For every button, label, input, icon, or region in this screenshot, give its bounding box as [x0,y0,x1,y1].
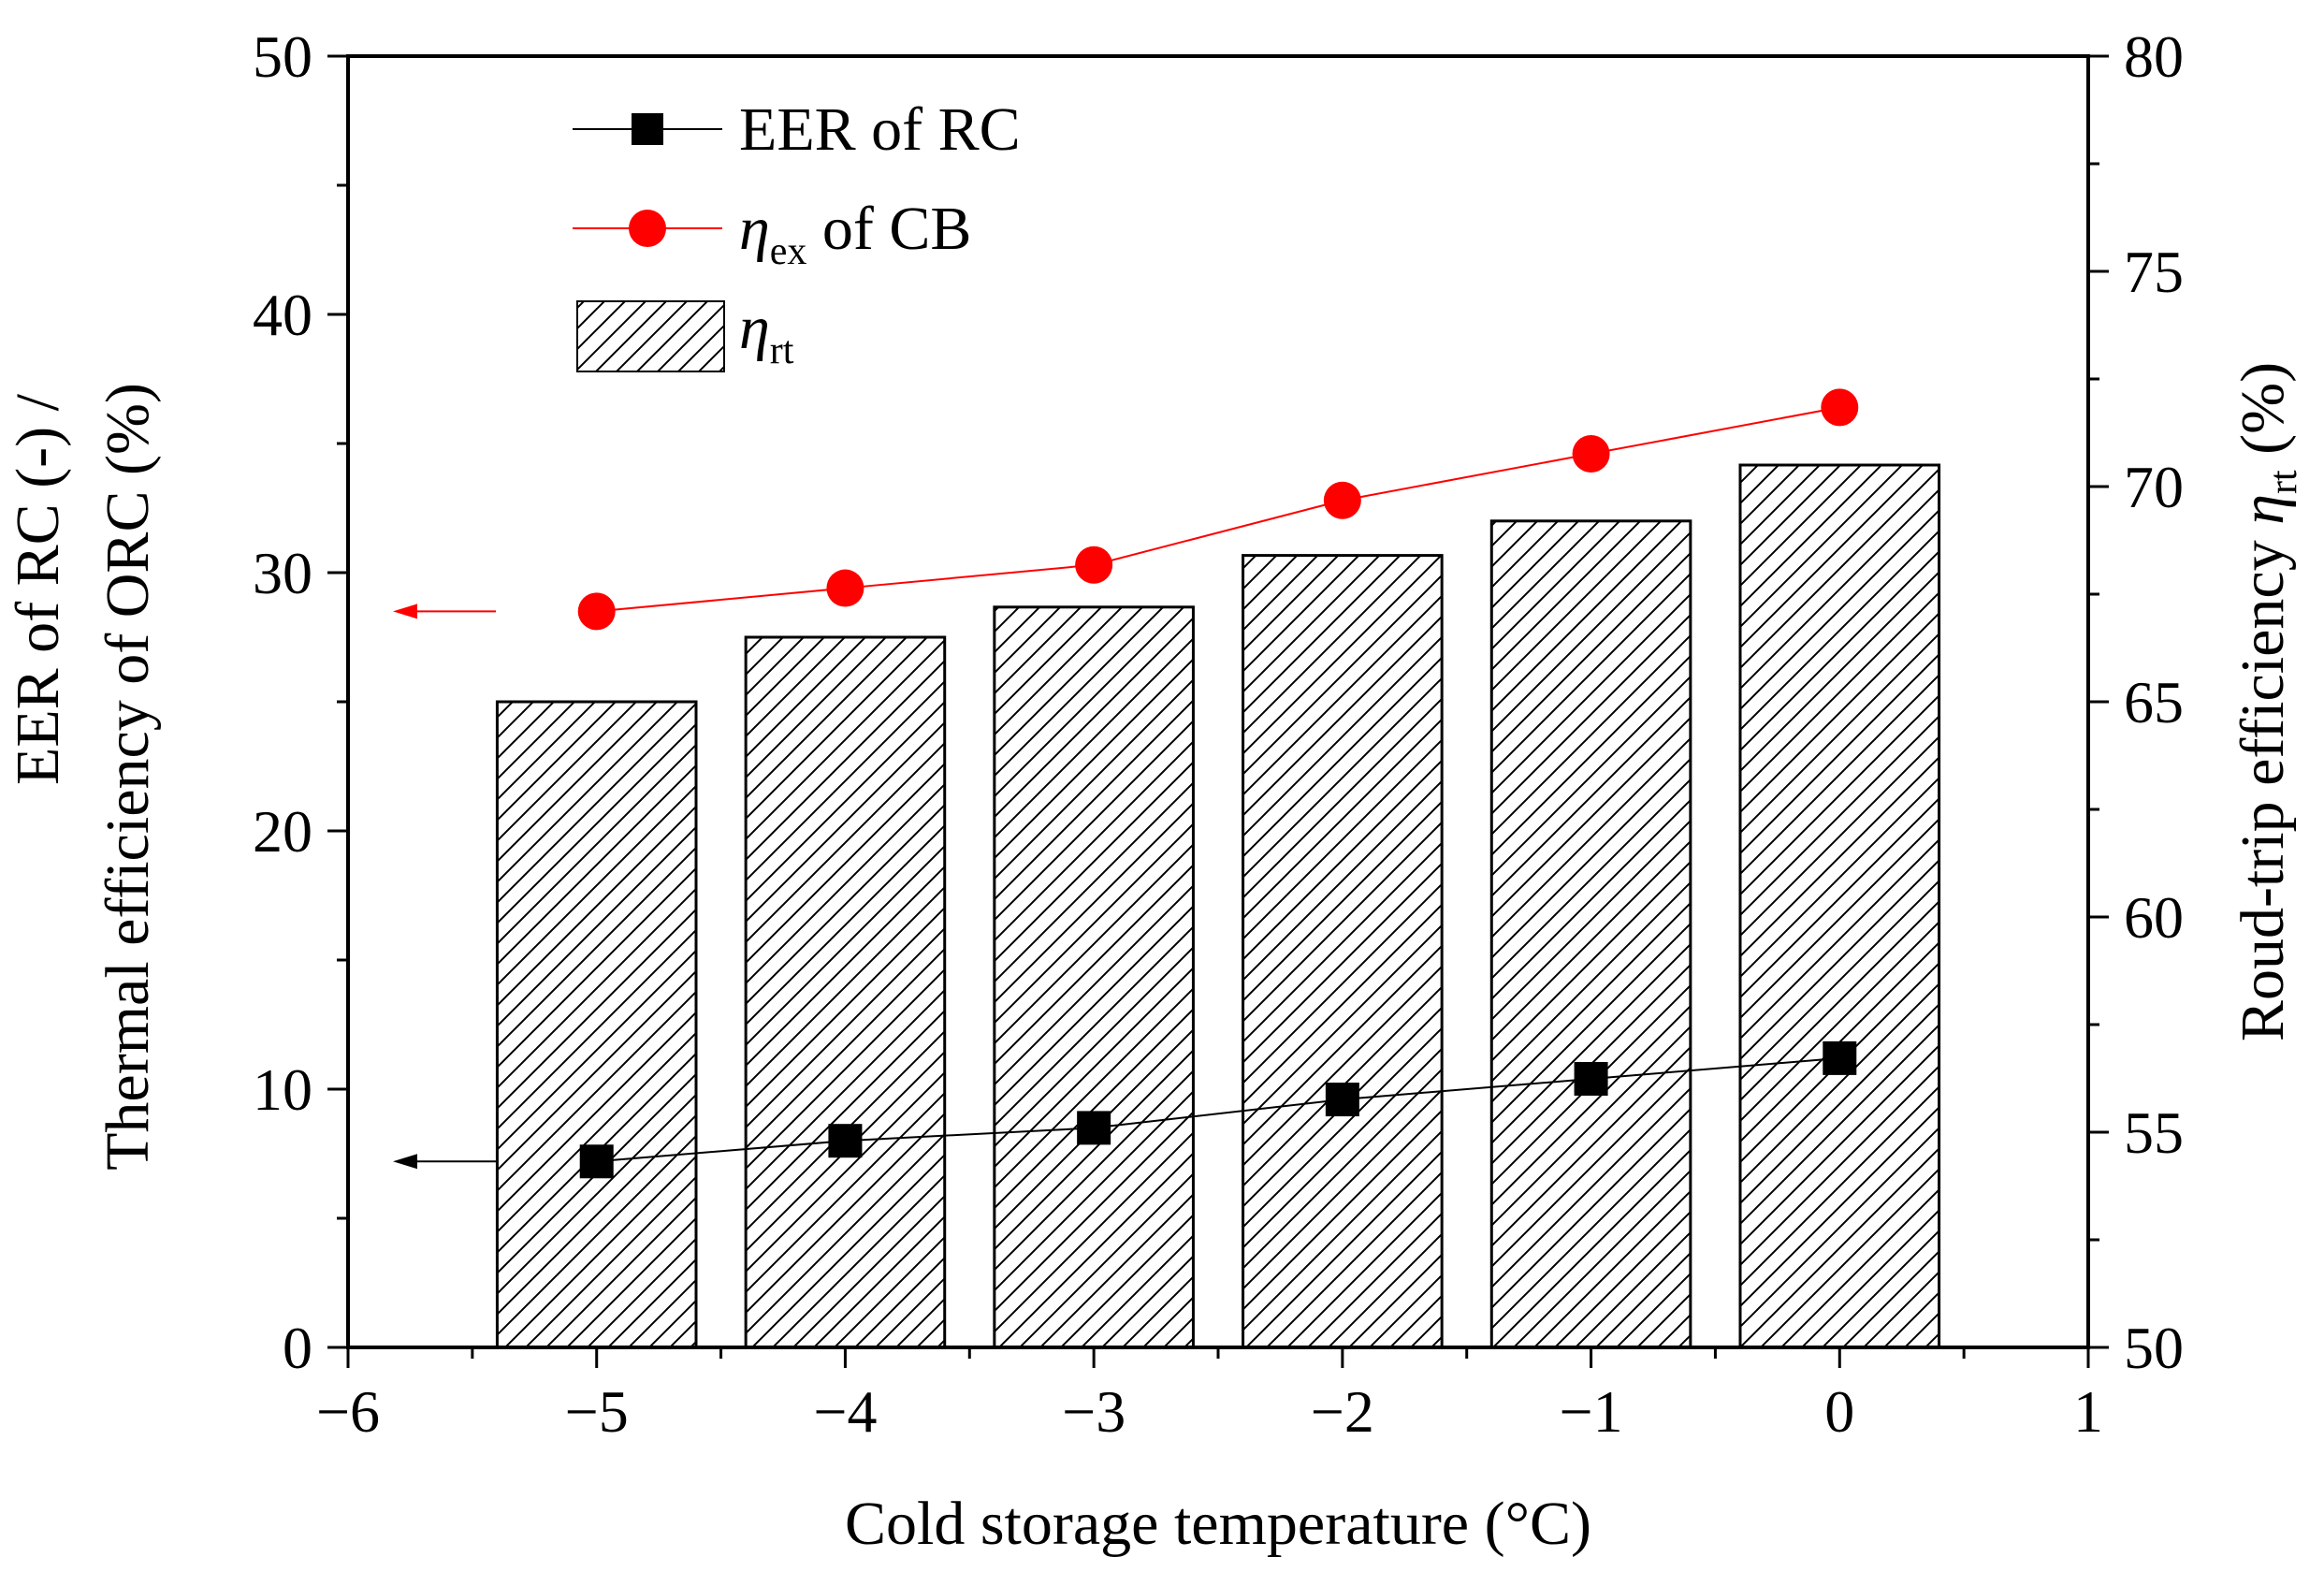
y-right-title-subscript: rt [2262,470,2305,494]
arrow-head [393,1154,417,1170]
y-left-tick-label: 50 [253,23,312,90]
legend-circle-marker [629,210,666,247]
y-left-tick-label: 20 [253,798,312,865]
legend-entry-eta-rt: ηrt [576,294,794,372]
bar-eta-rt [1489,519,1692,1349]
y-left-tick-label: 0 [283,1315,312,1381]
point-eer-rc [1823,1040,1857,1075]
ticks-group [327,54,2109,1368]
line-eer-rc [596,1056,1840,1163]
legend-square-marker [632,113,663,145]
y-right-tick-label: 60 [2124,884,2184,951]
y-left-tick-label: 40 [253,282,312,348]
legend-label-eta-ex: ηex of CB [739,195,971,273]
bar-eta-rt [1738,463,1941,1349]
bars-group [495,463,1941,1349]
point-eer-rc [1574,1061,1608,1096]
y-left-tick-label: 10 [253,1056,312,1123]
legend-eta-rt-symbol: η [739,294,770,362]
x-tick-label: −6 [316,1378,380,1445]
y-right-title-unit: (%) [2229,362,2297,470]
point-eta-ex-cb [577,592,616,631]
legend: EER of RC ηex of CB ηrt [573,95,1021,372]
point-eta-ex-cb [1821,388,1859,427]
point-eer-rc [1077,1111,1111,1145]
axis-indicator-arrows [393,604,496,1170]
legend-eta-ex-suffix: of CB [806,195,971,263]
y-right-tick-label: 65 [2124,669,2184,735]
bar-eta-rt [1242,554,1444,1349]
point-eta-ex-cb [826,569,864,607]
arrow-head [393,604,417,619]
point-eer-rc [828,1124,863,1158]
x-tick-label: −2 [1311,1378,1374,1445]
x-axis-title: Cold storage temperature (°C) [845,1490,1591,1558]
legend-eta-ex-subscript: ex [770,230,807,273]
y-left-axis-title-line1: EER of RC (-) / [4,393,72,785]
bar-eta-rt [495,700,698,1349]
x-tick-label: −4 [813,1378,877,1445]
legend-eta-rt-subscript: rt [770,329,794,372]
point-eta-ex-cb [1572,435,1610,473]
y-right-tick-label: 75 [2124,239,2184,305]
y-right-tick-label: 55 [2124,1099,2184,1166]
bar-eta-rt [744,635,947,1349]
x-tick-label: 0 [1824,1378,1854,1445]
y-right-axis-title: Roud-trip efficiency ηrt (%) [2229,362,2305,1041]
legend-entry-eer: EER of RC [573,95,1021,164]
y-left-tick-label: 30 [253,540,312,606]
legend-hatch-swatch [576,300,725,372]
y-right-tick-label: 70 [2124,454,2184,520]
y-right-tick-label: 50 [2124,1315,2184,1381]
x-tick-label: −1 [1560,1378,1623,1445]
legend-label-eta-rt: ηrt [739,294,794,372]
legend-eta-ex-symbol: η [739,195,770,263]
lines-group [577,388,1859,1179]
line-eta-ex-cb [596,406,1840,613]
legend-label-eer: EER of RC [739,95,1021,164]
x-tick-label: −5 [565,1378,629,1445]
point-eer-rc [1325,1083,1359,1117]
legend-entry-eta-ex: ηex of CB [573,195,971,273]
point-eer-rc [579,1144,614,1179]
point-eta-ex-cb [1075,546,1113,584]
point-eta-ex-cb [1323,481,1361,519]
bar-eta-rt [993,605,1195,1349]
y-right-title-symbol: η [2229,494,2297,525]
y-right-tick-label: 80 [2124,23,2184,90]
y-right-title-main: Roud-trip efficiency [2229,525,2297,1041]
y-left-axis-title-line2: Thermal efficiency of ORC (%) [94,383,162,1171]
x-tick-label: −3 [1062,1378,1126,1445]
x-tick-label: 1 [2073,1378,2103,1445]
